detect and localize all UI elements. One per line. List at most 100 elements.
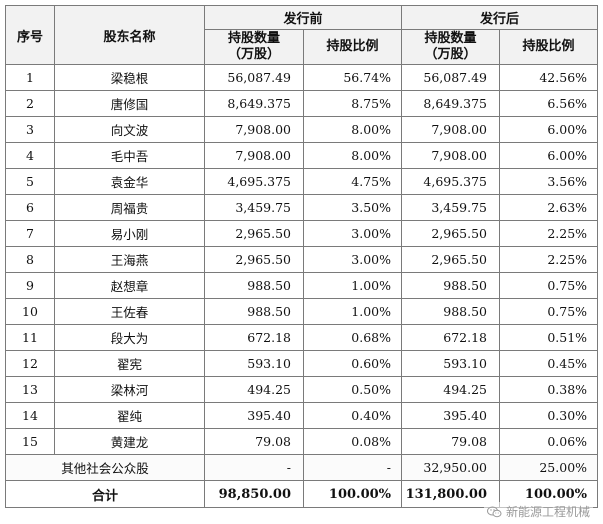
shareholder-name: 毛中吾	[54, 142, 205, 169]
table-row: 13 梁林河 494.25 0.50% 494.25 0.38%	[5, 376, 599, 403]
table-footer: 合计 98,850.00 100.00% 131,800.00 100.00%	[5, 480, 599, 508]
shareholder-table-container: 序号 股东名称 发行前 发行后 持股数量 （万股） 持股比例 持股数量 （万股）…	[5, 5, 599, 508]
table-row: 7 易小刚 2,965.50 3.00% 2,965.50 2.25%	[5, 220, 599, 247]
after-ratio: 0.75%	[499, 298, 599, 325]
total-row: 合计 98,850.00 100.00% 131,800.00 100.00%	[5, 480, 599, 508]
table-row: 14 翟纯 395.40 0.40% 395.40 0.30%	[5, 402, 599, 429]
row-index: 1	[5, 64, 55, 91]
total-before-ratio: 100.00%	[302, 480, 403, 508]
header-after-issue: 发行后	[401, 5, 599, 30]
table-row: 8 王海燕 2,965.50 3.00% 2,965.50 2.25%	[5, 246, 599, 273]
shareholder-name: 黄建龙	[54, 428, 205, 455]
before-shares: 56,087.49	[204, 64, 304, 91]
shareholder-name: 王海燕	[54, 246, 205, 273]
after-ratio: 6.00%	[499, 116, 599, 143]
shareholder-name: 易小刚	[54, 220, 205, 247]
total-label: 合计	[5, 480, 205, 508]
watermark: 新能源工程机械	[483, 502, 593, 521]
table-row: 4 毛中吾 7,908.00 8.00% 7,908.00 6.00%	[5, 142, 599, 169]
shareholder-name: 梁稳根	[54, 64, 205, 91]
before-shares: 3,459.75	[204, 194, 304, 221]
after-ratio: 2.63%	[499, 194, 599, 221]
header-shares-line2: （万股）	[227, 47, 280, 62]
header-after-shares: 持股数量 （万股）	[401, 29, 501, 65]
before-ratio: 8.00%	[302, 116, 403, 143]
table-row: 1 梁稳根 56,087.49 56.74% 56,087.49 42.56%	[5, 64, 599, 91]
other-label: 其他社会公众股	[5, 454, 205, 481]
before-shares: 4,695.375	[204, 168, 304, 195]
shareholder-name: 赵想章	[54, 272, 205, 299]
row-index: 3	[5, 116, 55, 143]
after-shares: 2,965.50	[401, 220, 501, 247]
table-row: 9 赵想章 988.50 1.00% 988.50 0.75%	[5, 272, 599, 299]
after-ratio: 6.56%	[499, 90, 599, 117]
row-index: 7	[5, 220, 55, 247]
total-after-shares: 131,800.00	[401, 480, 501, 508]
row-index: 5	[5, 168, 55, 195]
header-index: 序号	[5, 5, 55, 65]
shareholder-name: 向文波	[54, 116, 205, 143]
header-before-shares: 持股数量 （万股）	[204, 29, 304, 65]
after-shares: 7,908.00	[401, 116, 501, 143]
before-shares: 494.25	[204, 376, 304, 403]
after-shares: 395.40	[401, 402, 501, 429]
after-ratio: 0.30%	[499, 402, 599, 429]
table-row: 6 周福贵 3,459.75 3.50% 3,459.75 2.63%	[5, 194, 599, 221]
after-shares: 2,965.50	[401, 246, 501, 273]
header-row-top: 序号 股东名称 发行前 发行后	[5, 5, 599, 65]
header-shares-line1: 持股数量	[424, 31, 477, 46]
shareholder-name: 王佐春	[54, 298, 205, 325]
before-ratio: 0.68%	[302, 324, 403, 351]
table-row: 12 翟宪 593.10 0.60% 593.10 0.45%	[5, 350, 599, 377]
before-shares: 988.50	[204, 298, 304, 325]
after-shares: 494.25	[401, 376, 501, 403]
row-index: 13	[5, 376, 55, 403]
other-after-shares: 32,950.00	[401, 454, 501, 481]
other-before-ratio: -	[302, 454, 403, 481]
row-index: 15	[5, 428, 55, 455]
shareholder-table: 序号 股东名称 发行前 发行后 持股数量 （万股） 持股比例 持股数量 （万股）…	[5, 5, 599, 508]
shareholder-name: 袁金华	[54, 168, 205, 195]
after-ratio: 2.25%	[499, 220, 599, 247]
table-row: 2 唐修国 8,649.375 8.75% 8,649.375 6.56%	[5, 90, 599, 117]
after-shares: 56,087.49	[401, 64, 501, 91]
before-ratio: 0.50%	[302, 376, 403, 403]
shareholder-name: 周福贵	[54, 194, 205, 221]
before-shares: 988.50	[204, 272, 304, 299]
row-index: 8	[5, 246, 55, 273]
watermark-text: 新能源工程机械	[505, 505, 590, 519]
before-ratio: 0.08%	[302, 428, 403, 455]
after-shares: 672.18	[401, 324, 501, 351]
table-header: 序号 股东名称 发行前 发行后 持股数量 （万股） 持股比例 持股数量 （万股）…	[5, 5, 599, 65]
total-before-shares: 98,850.00	[204, 480, 304, 508]
before-shares: 79.08	[204, 428, 304, 455]
other-public-shares-row: 其他社会公众股 - -32,950.00 25.00%	[5, 454, 599, 481]
table-row: 15 黄建龙 79.08 0.08% 79.08 0.06%	[5, 428, 599, 455]
after-ratio: 0.45%	[499, 350, 599, 377]
shareholder-name: 唐修国	[54, 90, 205, 117]
before-ratio: 8.00%	[302, 142, 403, 169]
wechat-icon	[486, 506, 502, 517]
table-row: 3 向文波 7,908.00 8.00% 7,908.00 6.00%	[5, 116, 599, 143]
before-shares: 2,965.50	[204, 246, 304, 273]
before-shares: 593.10	[204, 350, 304, 377]
row-index: 14	[5, 402, 55, 429]
shareholder-name: 段大为	[54, 324, 205, 351]
after-shares: 8,649.375	[401, 90, 501, 117]
before-ratio: 4.75%	[302, 168, 403, 195]
table-row: 5 袁金华 4,695.375 4.75% 4,695.375 3.56%	[5, 168, 599, 195]
row-index: 6	[5, 194, 55, 221]
table-row: 11 段大为 672.18 0.68% 672.18 0.51%	[5, 324, 599, 351]
before-ratio: 1.00%	[302, 298, 403, 325]
shareholder-name: 翟宪	[54, 350, 205, 377]
header-before-ratio: 持股比例	[302, 29, 403, 65]
before-ratio: 0.40%	[302, 402, 403, 429]
before-ratio: 3.00%	[302, 246, 403, 273]
before-shares: 2,965.50	[204, 220, 304, 247]
other-after-ratio: 25.00%	[499, 454, 599, 481]
other-before-shares: -	[204, 454, 304, 481]
before-ratio: 3.00%	[302, 220, 403, 247]
before-ratio: 3.50%	[302, 194, 403, 221]
shareholder-name: 翟纯	[54, 402, 205, 429]
after-ratio: 0.75%	[499, 272, 599, 299]
